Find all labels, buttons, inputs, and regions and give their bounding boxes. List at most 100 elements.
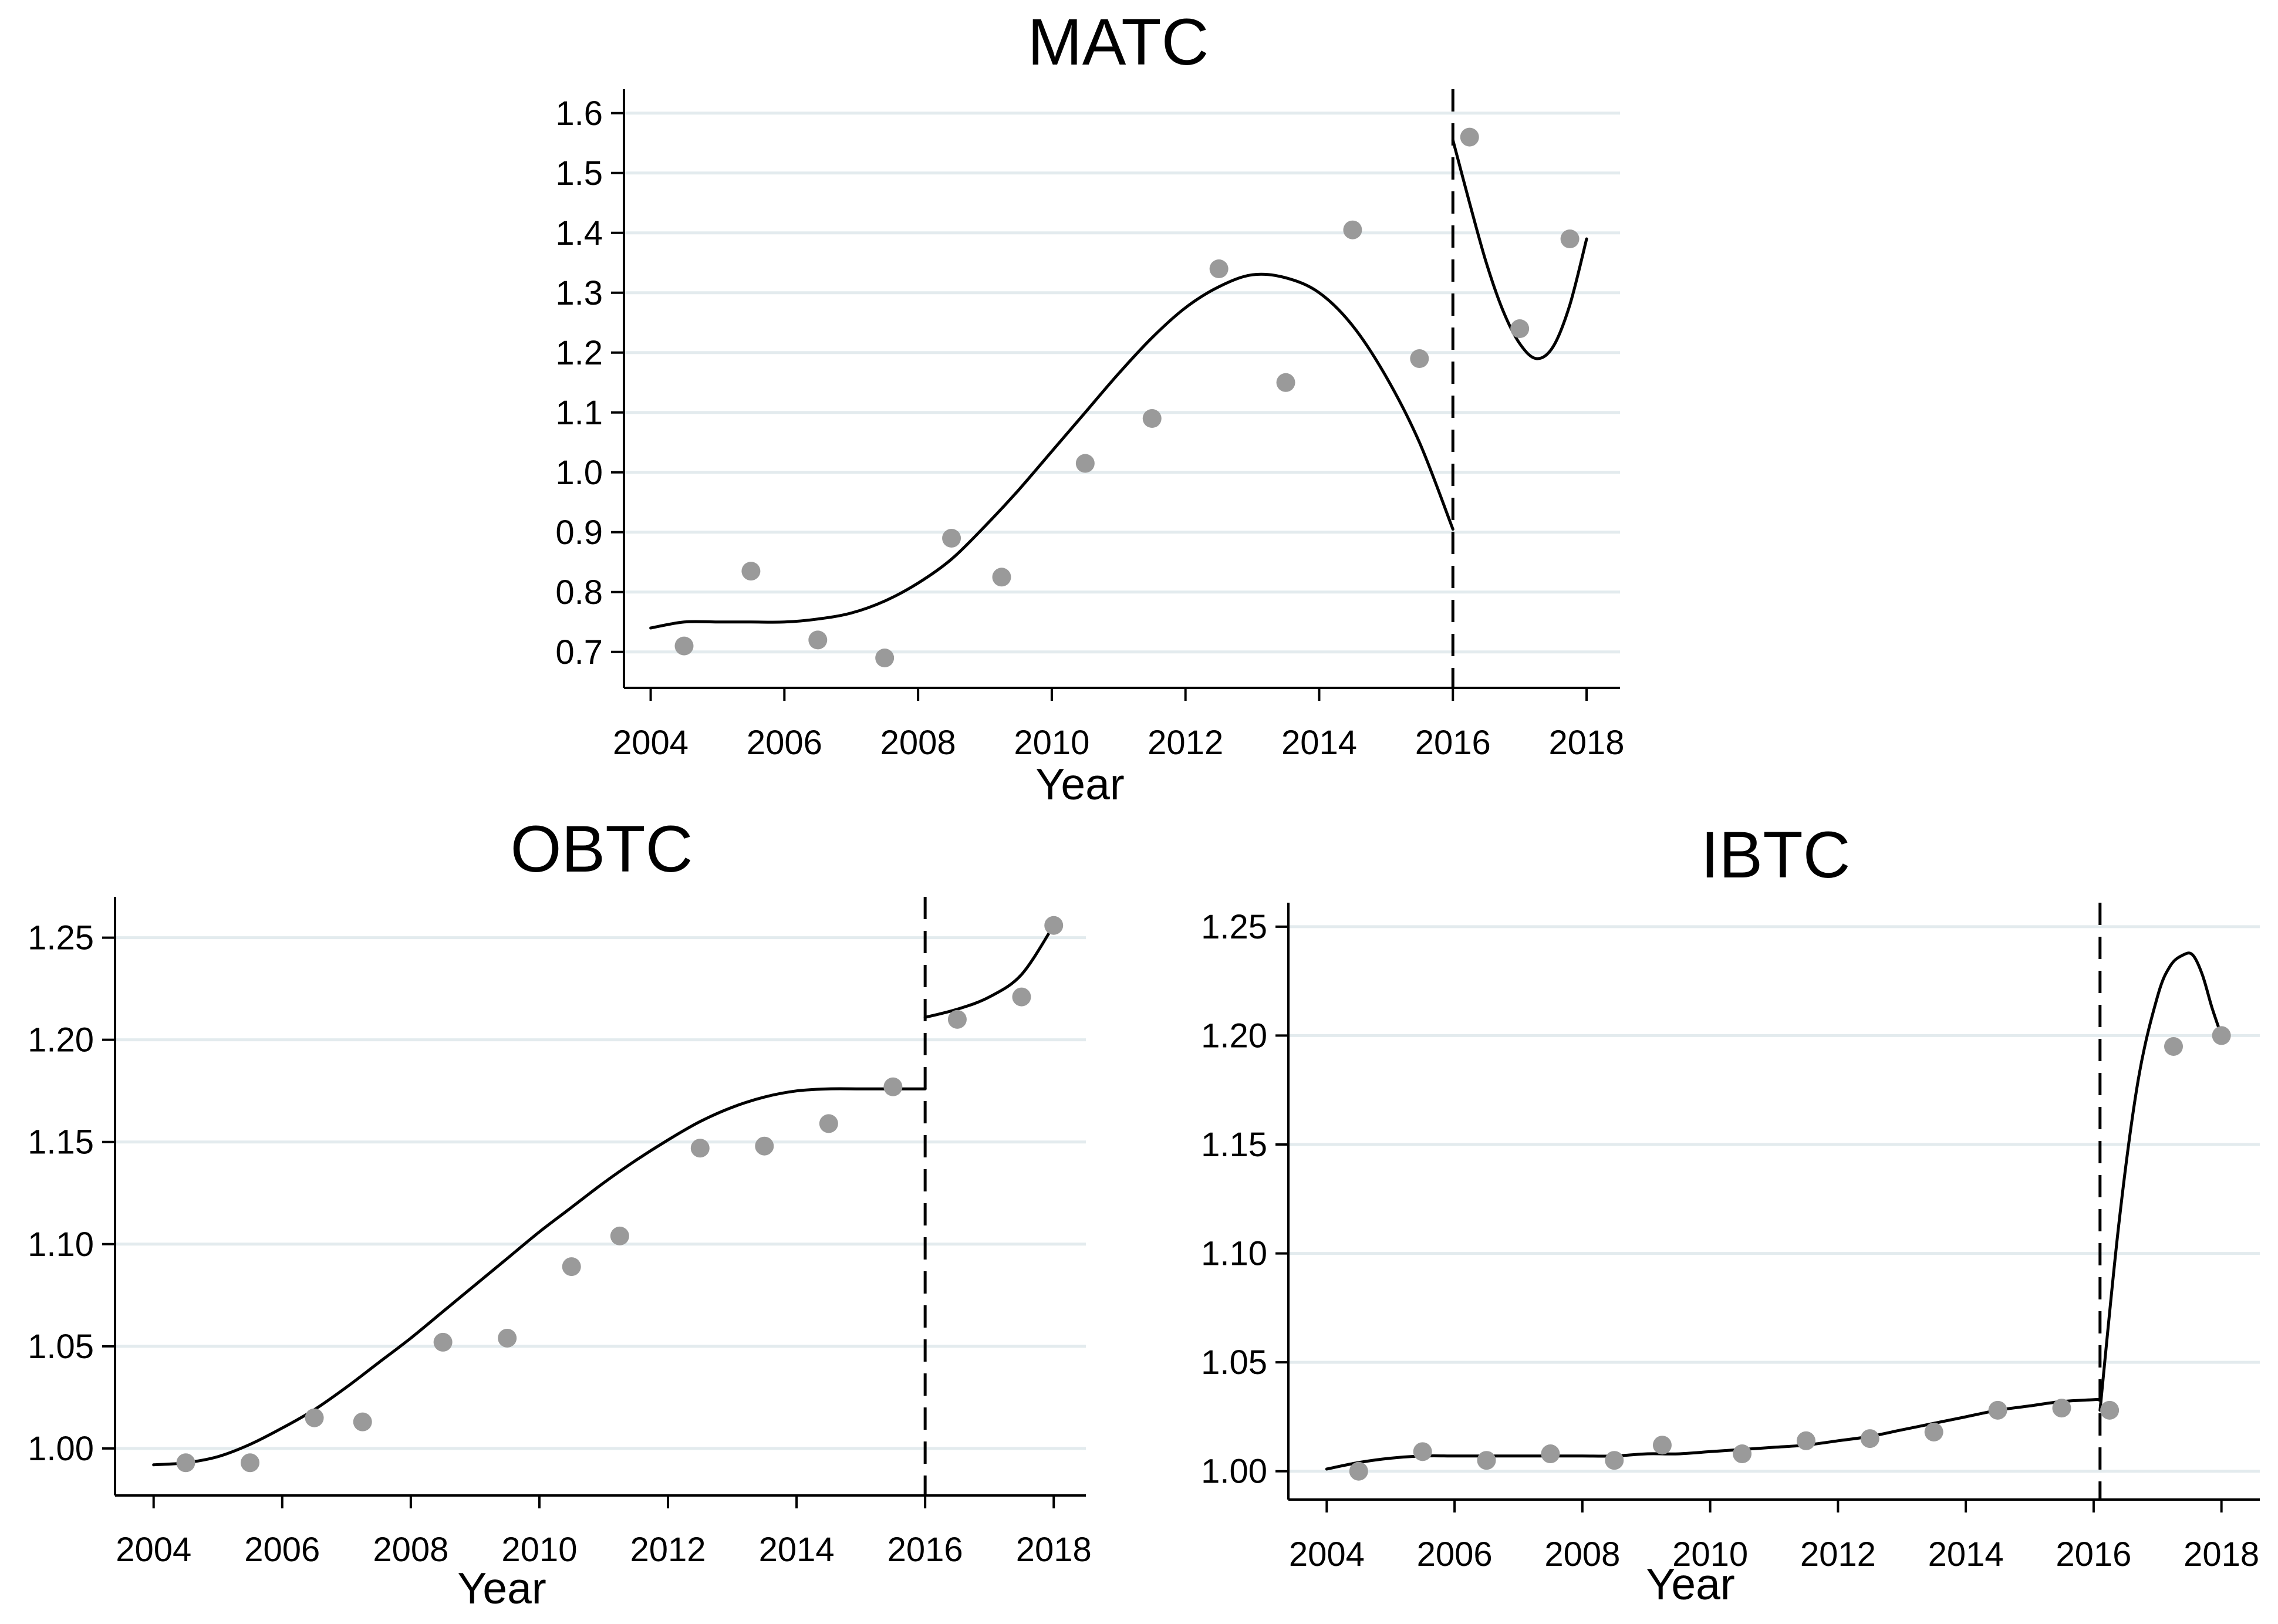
matc-panel: MATC 0.7 0.8 0.9 1.0 1.1 1.2 1.3 1.4 1.5 1.6 2004… (555, 5, 1624, 809)
obtc-x-tick-label: 2012 (630, 1531, 706, 1569)
matc-data-point (1209, 259, 1229, 278)
matc-x-tick-label: 2006 (747, 724, 822, 762)
matc-x-tick-label: 2012 (1148, 724, 1223, 762)
matc-fit-line-after (1451, 139, 1588, 360)
obtc-data-point (610, 1226, 629, 1245)
matc-y-tick-label: 1.2 (555, 334, 603, 372)
obtc-title: OBTC (510, 812, 693, 886)
obtc-x-tick-label: 2018 (1016, 1531, 1092, 1569)
ibtc-data-point (1860, 1429, 1879, 1449)
ibtc-y-tick-label: 1.10 (1201, 1235, 1267, 1273)
matc-data-point (808, 630, 828, 650)
obtc-x-axis-ticks: 2004 2006 2008 2010 2012 2014 2016 2018 (116, 1495, 1092, 1569)
obtc-x-tick-label: 2014 (759, 1531, 835, 1569)
obtc-y-tick-label: 1.15 (28, 1123, 94, 1162)
ibtc-data-point (2164, 1036, 2183, 1056)
ibtc-data-point (2052, 1399, 2071, 1418)
ibtc-y-tick-label: 1.15 (1201, 1126, 1267, 1164)
obtc-data-point (883, 1077, 903, 1096)
ibtc-data-point (1652, 1436, 1672, 1455)
matc-x-tick-label: 2004 (613, 724, 689, 762)
matc-data-point (1142, 409, 1162, 428)
ibtc-data-point (1733, 1444, 1752, 1464)
ibtc-x-tick-label: 2018 (2183, 1535, 2259, 1574)
ibtc-fit-line-after (2098, 951, 2223, 1412)
matc-data-point (1560, 229, 1580, 248)
ibtc-data-point (1477, 1451, 1496, 1470)
obtc-y-tick-label: 1.20 (28, 1021, 94, 1059)
ibtc-fit-line-before (1325, 1397, 2102, 1471)
obtc-data-point (433, 1332, 453, 1352)
obtc-x-tick-label: 2004 (116, 1531, 191, 1569)
ibtc-x-tick-label: 2008 (1544, 1535, 1620, 1574)
ibtc-x-axis-label: Year (1646, 1559, 1735, 1609)
matc-x-axis-ticks: 2004 2006 2008 2010 2012 2014 2016 2018 (613, 688, 1625, 762)
obtc-y-tick-label: 1.05 (28, 1328, 94, 1366)
ibtc-points (1349, 1026, 2231, 1481)
ibtc-data-point (1796, 1431, 1815, 1450)
matc-y-tick-label: 1.0 (555, 454, 603, 492)
ibtc-data-point (2100, 1400, 2120, 1420)
matc-y-tick-label: 0.7 (555, 633, 603, 671)
matc-y-tick-label: 1.3 (555, 274, 603, 312)
obtc-fit-line-after (923, 924, 1055, 1019)
matc-data-point (992, 568, 1011, 587)
matc-data-point (1276, 373, 1295, 392)
ibtc-data-point (2212, 1026, 2231, 1045)
ibtc-x-tick-label: 2006 (1417, 1535, 1493, 1574)
ibtc-y-tick-label: 1.00 (1201, 1453, 1267, 1491)
obtc-x-tick-label: 2016 (887, 1531, 963, 1569)
ibtc-x-tick-label: 2014 (1928, 1535, 2004, 1574)
obtc-x-axis-label: Year (457, 1564, 546, 1613)
ibtc-gridlines (1288, 925, 2260, 1473)
obtc-points (176, 916, 1064, 1473)
obtc-y-tick-label: 1.10 (28, 1225, 94, 1264)
matc-data-point (674, 636, 694, 656)
matc-data-point (1460, 127, 1479, 147)
ibtc-y-tick-label: 1.05 (1201, 1343, 1267, 1382)
matc-data-point (1343, 220, 1362, 239)
obtc-panel: OBTC 1.001.051.101.151.201.25 2004 2006 20… (28, 812, 1092, 1613)
matc-x-tick-label: 2018 (1549, 724, 1625, 762)
matc-data-point (942, 529, 961, 548)
obtc-data-point (498, 1328, 517, 1348)
obtc-x-tick-label: 2006 (244, 1531, 320, 1569)
matc-data-point (1075, 454, 1095, 473)
matc-y-tick-label: 1.1 (555, 394, 603, 432)
ibtc-x-tick-label: 2010 (1672, 1535, 1748, 1574)
matc-x-tick-label: 2016 (1415, 724, 1491, 762)
obtc-y-tick-label: 1.25 (28, 919, 94, 957)
obtc-data-point (819, 1114, 838, 1133)
matc-data-point (741, 562, 761, 581)
ibtc-title: IBTC (1700, 818, 1850, 892)
matc-title: MATC (1028, 5, 1209, 79)
matc-x-tick-label: 2010 (1014, 724, 1089, 762)
obtc-data-point (305, 1408, 324, 1427)
obtc-data-point (176, 1453, 195, 1473)
matc-data-point (875, 649, 895, 667)
ibtc-data-point (1541, 1444, 1560, 1464)
matc-y-tick-label: 1.6 (555, 94, 603, 133)
matc-y-tick-label: 0.9 (555, 514, 603, 552)
matc-y-tick-label: 1.5 (555, 154, 603, 193)
obtc-data-point (755, 1136, 774, 1156)
ibtc-data-point (1413, 1442, 1432, 1461)
ibtc-panel: IBTC 1.001.051.101.151.201.25 2004 2006 20… (1201, 818, 2260, 1609)
matc-x-axis-label: Year (1035, 759, 1125, 809)
ibtc-x-axis-ticks: 2004 2006 2008 2010 2012 2014 2016 2018 (1289, 1500, 2259, 1574)
obtc-data-point (562, 1257, 581, 1277)
matc-x-tick-label: 2014 (1281, 724, 1357, 762)
matc-x-tick-label: 2008 (880, 724, 956, 762)
obtc-data-point (1012, 987, 1031, 1007)
ibtc-y-axis-ticks: 1.00 1.05 1.10 1.15 1.20 1.25 (1201, 908, 1288, 1491)
obtc-data-point (241, 1453, 260, 1473)
matc-y-tick-label: 0.8 (555, 573, 603, 612)
ibtc-x-tick-label: 2004 (1289, 1535, 1365, 1574)
matc-data-point (1510, 319, 1530, 338)
matc-y-tick-label: 1.4 (555, 214, 603, 252)
ibtc-data-point (1349, 1461, 1368, 1481)
obtc-data-point (947, 1009, 967, 1029)
matc-points (674, 127, 1580, 667)
matc-data-point (1410, 349, 1429, 368)
